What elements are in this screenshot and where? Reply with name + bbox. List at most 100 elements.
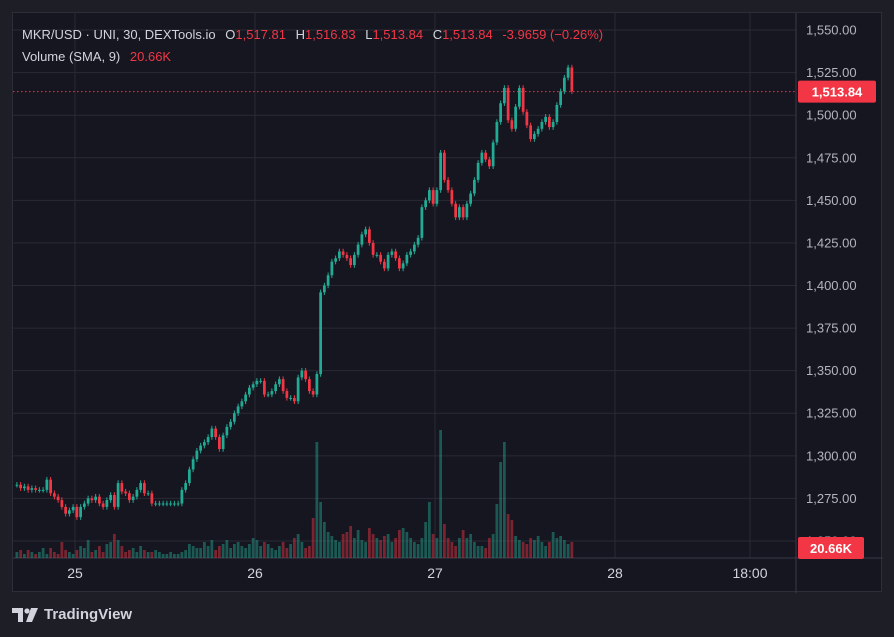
volume-bar [476,546,480,558]
volume-value: 20.66K [129,49,172,64]
last-price-badge-text: 1,513.84 [812,85,863,100]
open-label: O [225,27,236,42]
volume-bar [150,552,154,558]
low-value: 1,513.84 [372,27,424,42]
candle-body [349,258,352,266]
volume-bar [26,550,30,558]
candle-body [424,200,427,208]
volume-bar [431,534,435,558]
volume-bar [488,538,491,558]
candle-body [514,106,517,129]
volume-bar [454,546,457,558]
volume-bar [135,552,139,558]
volume-bar [439,430,442,558]
volume-bar [356,530,360,558]
candle-body [386,254,390,269]
candle-body [56,496,60,501]
volume-bar [131,548,135,558]
candle-body [360,234,364,245]
volume-bar [326,532,330,558]
candle-body [326,275,330,286]
volume-bar [360,540,364,558]
candle-body [218,437,221,449]
candle-body [139,483,142,490]
candle-body [71,506,75,511]
candle-body [311,391,315,395]
candle-body [323,285,326,293]
volume-bar [64,550,67,558]
candle-body [289,397,292,399]
volume-bar [405,532,409,558]
volume-bar [45,554,49,558]
volume-bar [521,542,525,558]
candle-body [285,391,289,398]
volume-bar [169,552,172,558]
candle-body [165,503,169,505]
volume-bar [390,542,394,558]
candle-body [413,244,416,252]
candle-body [278,379,281,385]
candle-body [308,379,311,392]
candle-body [398,258,401,269]
volume-bar [525,544,529,558]
price-chart[interactable]: 1,550.00 1,525.00 1,500.00 1,475.00 1,450.00… [13,13,883,593]
candle-body [420,207,424,238]
tradingview-logo[interactable]: TradingView [12,606,132,623]
candle-body [330,261,334,276]
candle-body [345,254,349,259]
volume-bar [38,552,41,558]
candle-body [236,406,240,414]
volume-bar [473,542,476,558]
candle-body [101,503,105,507]
volume-bar [158,552,161,558]
candle-body [529,125,532,140]
volume-bar [56,554,60,558]
y-tick-label: 1,450.00 [806,193,857,208]
volume-bar [536,536,540,558]
change-value: -3.9659 (−0.26%) [502,27,604,42]
volume-bar [409,538,412,558]
y-tick-label: 1,350.00 [806,363,857,378]
candle-body [109,494,112,501]
candle-body [83,503,86,507]
volume-bar [334,540,337,558]
candle-body [206,437,210,443]
candle-body [255,380,259,385]
candle-body [233,413,236,422]
volume-bar [563,540,566,558]
volume-bar [30,552,34,558]
candle-body [458,207,461,218]
volume-bar [416,544,420,558]
candle-body [518,87,521,107]
x-tick-label: 18:00 [732,565,767,581]
chart-panel[interactable]: 1,550.00 1,525.00 1,500.00 1,475.00 1,450.00… [12,12,883,593]
volume-bar [60,542,64,558]
candle-body [296,377,300,402]
volume-bar [484,548,487,558]
x-tick-label: 26 [247,565,263,581]
candle-body [416,237,420,245]
volume-bar [210,540,214,558]
volume-bar [315,442,319,558]
volume-bar [94,550,97,558]
volume-bar [244,548,247,558]
volume-bar [495,504,499,558]
volume-bar [98,546,101,558]
candle-body [491,142,495,167]
close-label: C [432,27,443,42]
candle-body [525,111,529,126]
candle-body [379,254,382,262]
candle-body [161,503,165,505]
volume-bar [289,544,292,558]
volume-bar [266,544,270,558]
candle-body [229,421,232,427]
volume-bar [341,534,345,558]
volume-bar [293,538,296,558]
volume-bar [461,530,465,558]
volume-bar [49,548,52,558]
y-tick-label: 1,425.00 [806,235,857,250]
volume-bar [165,554,169,558]
low-label: L [365,27,373,42]
candle-body [473,179,476,194]
candle-body [446,179,450,191]
